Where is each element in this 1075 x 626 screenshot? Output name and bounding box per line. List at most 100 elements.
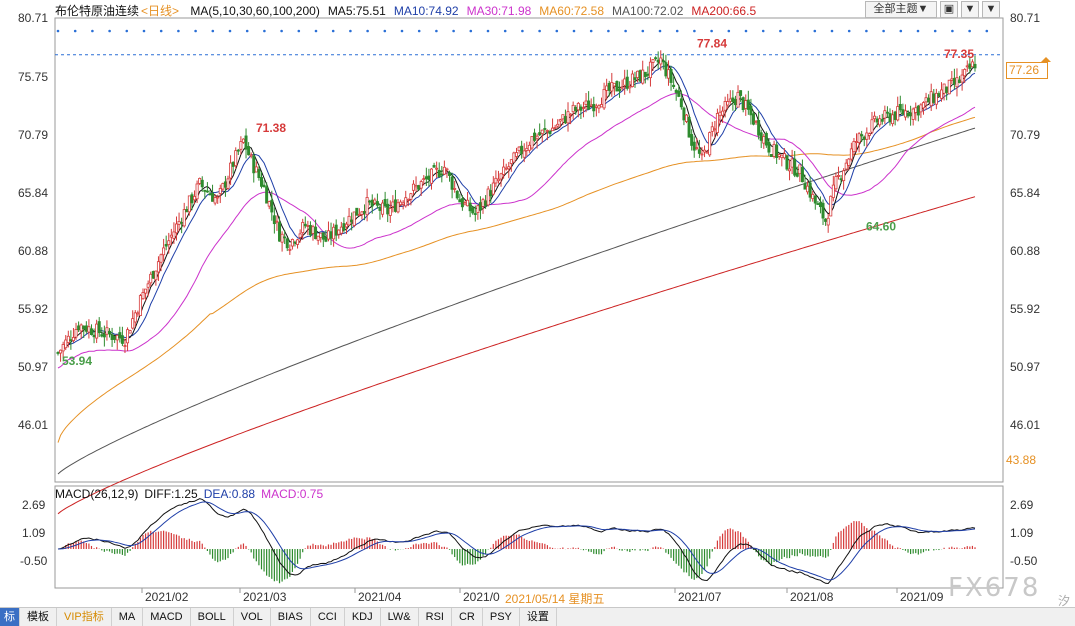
- toolbar-item-vip[interactable]: VIP指标: [57, 608, 112, 626]
- candle-body: [342, 223, 346, 231]
- candle-body: [195, 183, 199, 200]
- side-glyph: 汐: [1058, 594, 1071, 608]
- candle-body: [916, 105, 920, 116]
- candle-body: [275, 220, 279, 223]
- candle-body: [386, 203, 390, 215]
- candle-body: [303, 223, 307, 227]
- candle-body: [494, 177, 498, 184]
- candle-body: [432, 165, 436, 168]
- candle-body: [481, 199, 485, 207]
- expand-icon[interactable]: ▼: [982, 1, 1000, 18]
- candle-body: [576, 102, 580, 111]
- toolbar-item-indicator[interactable]: 标: [0, 608, 20, 626]
- watermark-logo: FX678: [948, 573, 1041, 603]
- candle-body: [146, 283, 150, 288]
- candle-body: [411, 183, 415, 191]
- marker-dot: [693, 29, 696, 33]
- candle-body: [548, 131, 552, 135]
- candle-body: [646, 73, 650, 76]
- candle-body: [914, 107, 918, 113]
- candle-body: [241, 138, 245, 143]
- candle-body: [115, 334, 119, 341]
- toolbar-item-lw[interactable]: LW&: [381, 608, 419, 626]
- collapse-icon[interactable]: ▼: [961, 1, 979, 18]
- candle-body: [236, 149, 240, 152]
- date-label: 2021/08: [790, 590, 834, 604]
- candle-body: [772, 143, 776, 157]
- candle-body: [818, 202, 822, 208]
- candle-body: [806, 185, 810, 193]
- toolbar-item-macd[interactable]: MACD: [143, 608, 191, 626]
- candle-body: [692, 141, 696, 151]
- macd-right-axis-label: 2.69: [1010, 498, 1034, 512]
- candle-body: [89, 328, 93, 335]
- toolbar-item-cr[interactable]: CR: [452, 608, 483, 626]
- candle-body: [816, 203, 820, 205]
- candle-body: [466, 199, 470, 207]
- candle-body: [102, 333, 106, 338]
- candle-body: [543, 128, 547, 130]
- macd-left-axis-label: 2.69: [22, 498, 46, 512]
- toolbar-item-template[interactable]: 模板: [20, 608, 57, 626]
- toolbar-item-kdj[interactable]: KDJ: [345, 608, 381, 626]
- candle-body: [839, 178, 843, 181]
- macd-macd-value: MACD:0.75: [261, 487, 324, 501]
- candle-body: [878, 118, 882, 126]
- candle-body: [594, 105, 598, 108]
- toolbar-item-bias[interactable]: BIAS: [271, 608, 311, 626]
- candle-body: [249, 154, 253, 157]
- candle-body: [836, 175, 840, 177]
- marker-dot: [968, 29, 971, 33]
- candle-body: [223, 181, 227, 188]
- toolbar-item-cci[interactable]: CCI: [311, 608, 345, 626]
- candle-body: [597, 105, 601, 109]
- candle-body: [636, 70, 640, 78]
- candle-body: [337, 229, 341, 235]
- candle-body: [442, 166, 446, 175]
- marker-dot: [675, 29, 679, 33]
- candle-body: [527, 144, 531, 151]
- candle-body: [149, 273, 153, 284]
- candle-body: [182, 209, 186, 227]
- candle-body: [656, 59, 660, 63]
- candle-body: [507, 166, 511, 170]
- marker-dot: [400, 29, 404, 33]
- window-icon[interactable]: ▣: [940, 1, 958, 18]
- toolbar-item-vol[interactable]: VOL: [234, 608, 271, 626]
- instrument-title: 布伦特原油连续: [55, 4, 140, 18]
- toolbar-item-settings[interactable]: 设置: [520, 608, 557, 626]
- candle-body: [391, 201, 395, 207]
- candle-body: [404, 197, 408, 207]
- marker-dot: [108, 29, 111, 33]
- marker-dot: [830, 29, 834, 33]
- candle-body: [162, 247, 166, 256]
- marker-dot: [228, 29, 232, 33]
- candle-body: [92, 334, 96, 338]
- toolbar-item-rsi[interactable]: RSI: [419, 608, 452, 626]
- left-axis-label: 70.79: [18, 128, 49, 142]
- theme-dropdown[interactable]: 全部主题▼: [865, 1, 937, 18]
- candle-body: [126, 329, 130, 344]
- period-tag[interactable]: <日线>: [141, 4, 180, 18]
- price-chart[interactable]: 71.38 77.84 77.35 53.94 64.60: [0, 0, 1075, 607]
- marker-dot: [865, 29, 868, 33]
- candle-body: [690, 134, 694, 146]
- toolbar-item-psy[interactable]: PSY: [483, 608, 520, 626]
- ma-param-label: MA(5,10,30,60,100,200): [190, 4, 320, 18]
- toolbar-item-boll[interactable]: BOLL: [191, 608, 234, 626]
- candle-body: [440, 173, 444, 176]
- candle-body: [164, 244, 168, 247]
- annotation-low-2: 64.60: [866, 219, 896, 233]
- ma10-line: [57, 65, 976, 354]
- toolbar-item-ma[interactable]: MA: [112, 608, 144, 626]
- candle-body: [873, 115, 877, 120]
- candle-body: [370, 199, 374, 207]
- candle-body: [141, 292, 145, 300]
- candle-body: [790, 158, 794, 168]
- date-label: 2021/03: [243, 590, 287, 604]
- date-label: 2021/02: [145, 590, 189, 604]
- candle-body: [200, 179, 204, 188]
- candle-body: [581, 107, 585, 109]
- candle-body: [363, 211, 367, 214]
- candle-body: [733, 98, 737, 106]
